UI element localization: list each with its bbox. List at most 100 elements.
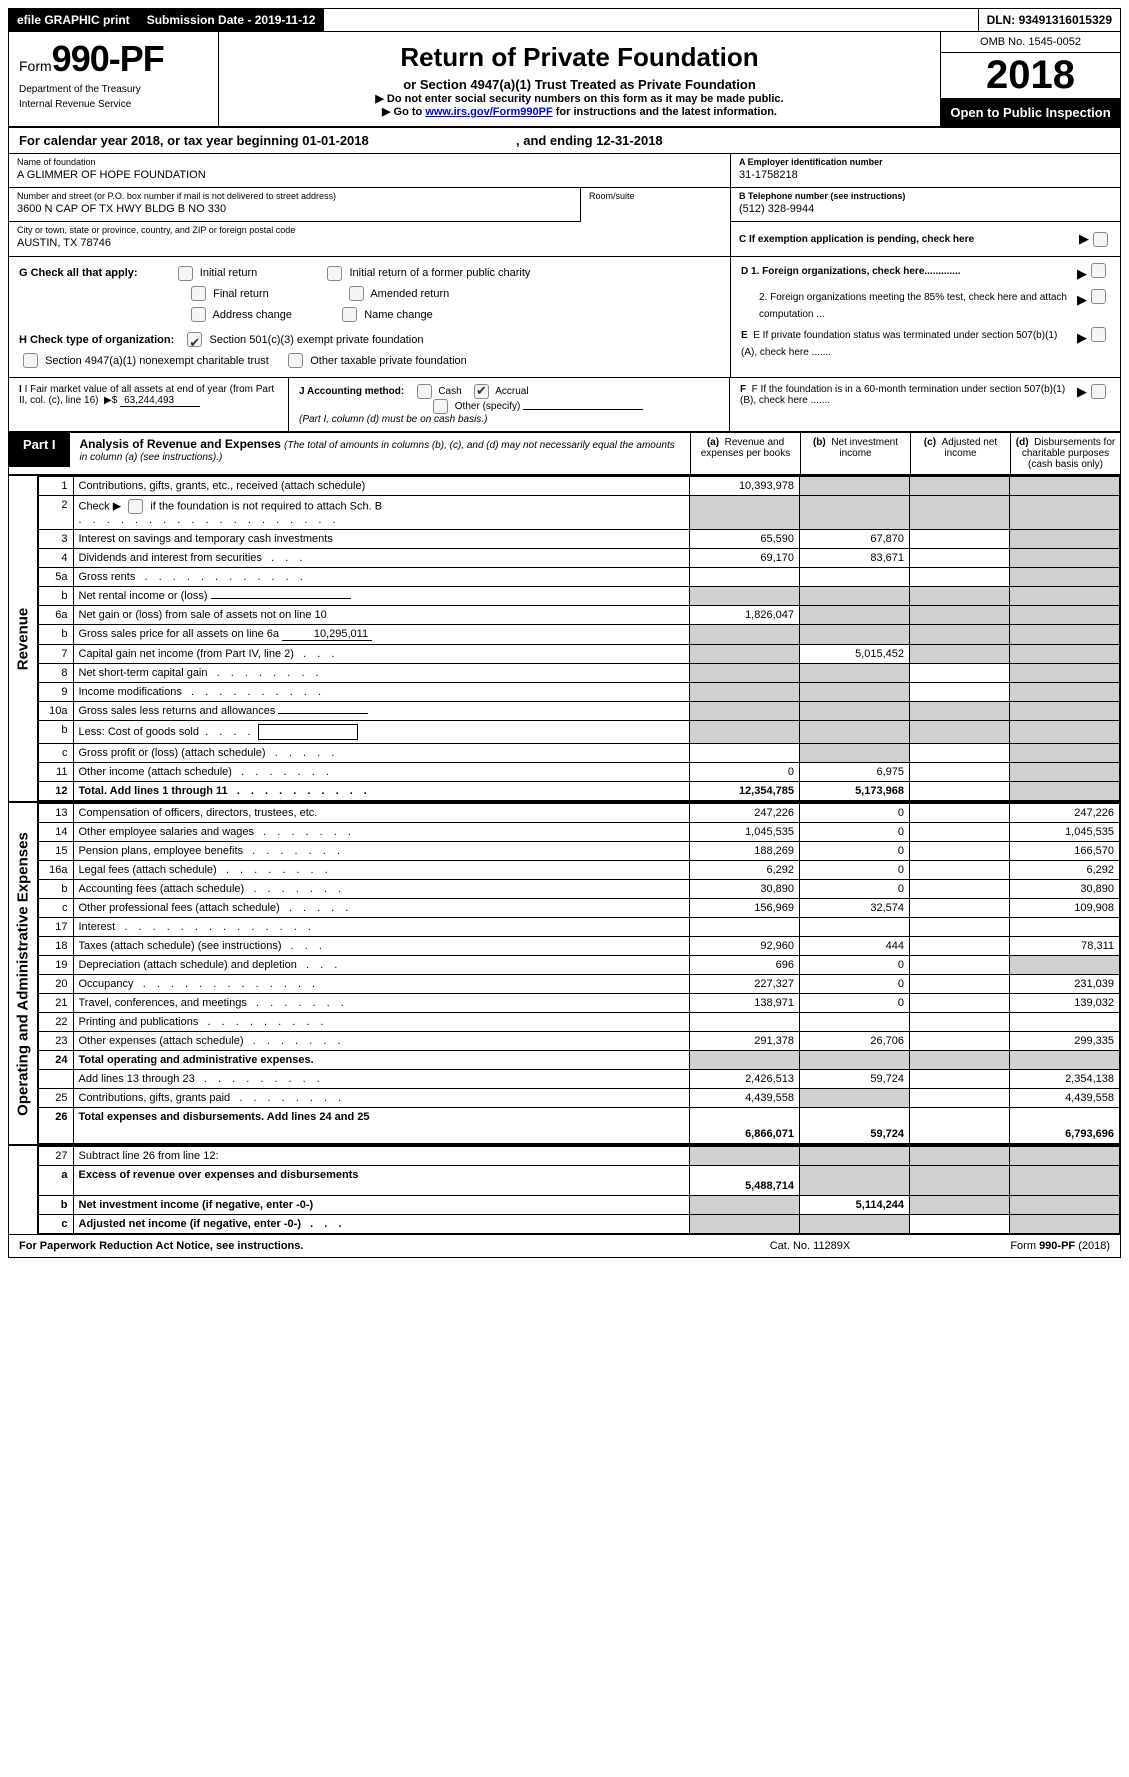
arrow-icon: ▶ [1077, 289, 1087, 311]
checkbox-sch-b[interactable] [128, 499, 143, 514]
irs-link[interactable]: www.irs.gov/Form990PF [425, 106, 552, 118]
checkbox-accrual[interactable] [474, 384, 489, 399]
table-row: 20Occupancy . . . . . . . . . . . . .227… [39, 975, 1120, 994]
submission-date: Submission Date - 2019-11-12 [139, 9, 325, 31]
top-bar: efile GRAPHIC print Submission Date - 20… [9, 9, 1120, 32]
col-c-head: Adjusted net income [942, 437, 998, 459]
phone: (512) 328-9944 [739, 203, 1112, 215]
table-row: 6aNet gain or (loss) from sale of assets… [39, 606, 1120, 625]
expenses-section: Operating and Administrative Expenses 13… [9, 801, 1120, 1144]
table-row: bAccounting fees (attach schedule) . . .… [39, 880, 1120, 899]
table-row: 3Interest on savings and temporary cash … [39, 530, 1120, 549]
info-right: A Employer identification number 31-1758… [730, 154, 1120, 256]
table-row: cAdjusted net income (if negative, enter… [39, 1215, 1120, 1234]
form-number: Form990-PF [19, 38, 208, 80]
arrow-icon: ▶ [1077, 263, 1087, 285]
section-f-cell: F F If the foundation is in a 60-month t… [730, 378, 1120, 431]
checkbox-d2[interactable] [1091, 289, 1106, 304]
tax-year: 2018 [941, 53, 1120, 99]
table-row: cGross profit or (loss) (attach schedule… [39, 744, 1120, 763]
table-row: Add lines 13 through 23 . . . . . . . . … [39, 1070, 1120, 1089]
part1-head: Part I Analysis of Revenue and Expenses … [9, 433, 690, 467]
table-row: 19Depreciation (attach schedule) and dep… [39, 956, 1120, 975]
checkbox-501c3[interactable] [187, 332, 202, 347]
table-row: bNet investment income (if negative, ent… [39, 1196, 1120, 1215]
table-row: bLess: Cost of goods sold . . . . [39, 721, 1120, 744]
subtract-table: 27Subtract line 26 from line 12: aExcess… [39, 1146, 1120, 1234]
table-row: 21Travel, conferences, and meetings . . … [39, 994, 1120, 1013]
table-row: 17Interest . . . . . . . . . . . . . . [39, 918, 1120, 937]
footer-catno: Cat. No. 11289X [710, 1240, 910, 1252]
g-line: G Check all that apply: Initial return I… [19, 263, 720, 326]
city-state-zip: AUSTIN, TX 78746 [17, 237, 722, 249]
arrow-icon: ▶ [1077, 384, 1087, 406]
footer-form: Form 990-PF (2018) [910, 1240, 1110, 1252]
table-row: 25Contributions, gifts, grants paid . . … [39, 1089, 1120, 1108]
table-row: 15Pension plans, employee benefits . . .… [39, 842, 1120, 861]
room-cell: Room/suite [580, 188, 730, 222]
address-cell: Number and street (or P.O. box number if… [9, 188, 580, 222]
table-row: 4Dividends and interest from securities … [39, 549, 1120, 568]
table-row: 12Total. Add lines 1 through 11 . . . . … [39, 782, 1120, 801]
checkbox-initial-former[interactable] [327, 266, 342, 281]
foundation-name-cell: Name of foundation A GLIMMER OF HOPE FOU… [9, 154, 730, 188]
table-row: 13Compensation of officers, directors, t… [39, 804, 1120, 823]
section-g-h: G Check all that apply: Initial return I… [9, 257, 1120, 378]
info-left: Name of foundation A GLIMMER OF HOPE FOU… [9, 154, 730, 256]
checkbox-name-change[interactable] [342, 307, 357, 322]
dln: DLN: 93491316015329 [979, 9, 1120, 31]
part1-tag: Part I [9, 433, 70, 467]
checkbox-d1[interactable] [1091, 263, 1106, 278]
expenses-side-label: Operating and Administrative Expenses [9, 803, 39, 1144]
ssn-warning: ▶ Do not enter social security numbers o… [375, 93, 783, 105]
table-row: 10aGross sales less returns and allowanc… [39, 702, 1120, 721]
checkbox-cash[interactable] [417, 384, 432, 399]
goto-line: ▶ Go to www.irs.gov/Form990PF for instru… [229, 105, 930, 118]
table-row: 27Subtract line 26 from line 12: [39, 1147, 1120, 1166]
foundation-name: A GLIMMER OF HOPE FOUNDATION [17, 169, 722, 181]
checkbox-address-change[interactable] [191, 307, 206, 322]
table-row: 24Total operating and administrative exp… [39, 1051, 1120, 1070]
checkbox-f[interactable] [1091, 384, 1106, 399]
arrow-icon: ▶ [1077, 327, 1087, 349]
checkbox-initial-return[interactable] [178, 266, 193, 281]
revenue-section: Revenue 1Contributions, gifts, grants, e… [9, 475, 1120, 801]
fair-market-cell: I I Fair market value of all assets at e… [9, 378, 289, 431]
dept-irs: Internal Revenue Service [19, 99, 208, 110]
h-line: H Check type of organization: Section 50… [19, 330, 720, 372]
fair-market-value: 63,244,493 [120, 395, 200, 407]
revenue-side-label: Revenue [9, 476, 39, 801]
checkbox-amended[interactable] [349, 286, 364, 301]
checkbox-c[interactable] [1093, 232, 1108, 247]
topbar-spacer [324, 9, 978, 31]
table-row: 2Check ▶ if the foundation is not requir… [39, 496, 1120, 530]
table-row: 22Printing and publications . . . . . . … [39, 1013, 1120, 1032]
checkbox-other[interactable] [433, 399, 448, 414]
form-subtitle: or Section 4947(a)(1) Trust Treated as P… [229, 77, 930, 92]
calendar-year-line: For calendar year 2018, or tax year begi… [9, 128, 1120, 154]
address: 3600 N CAP OF TX HWY BLDG B NO 330 [17, 203, 572, 215]
open-inspection: Open to Public Inspection [941, 99, 1120, 126]
section-i-j-f: I I Fair market value of all assets at e… [9, 378, 1120, 433]
ein-cell: A Employer identification number 31-1758… [731, 154, 1120, 188]
ein: 31-1758218 [739, 169, 1112, 181]
accounting-method-cell: J Accounting method: Cash Accrual Other … [289, 378, 730, 431]
checkbox-e[interactable] [1091, 327, 1106, 342]
footer-notice: For Paperwork Reduction Act Notice, see … [19, 1240, 710, 1252]
table-row: 7Capital gain net income (from Part IV, … [39, 645, 1120, 664]
dept-treasury: Department of the Treasury [19, 84, 208, 95]
checkbox-final-return[interactable] [191, 286, 206, 301]
table-row: 9Income modifications . . . . . . . . . … [39, 683, 1120, 702]
checkbox-4947[interactable] [23, 353, 38, 368]
table-row: 1Contributions, gifts, grants, etc., rec… [39, 477, 1120, 496]
section-d-e: D 1. Foreign organizations, check here..… [730, 257, 1120, 377]
table-row: aExcess of revenue over expenses and dis… [39, 1166, 1120, 1196]
table-row: 18Taxes (attach schedule) (see instructi… [39, 937, 1120, 956]
city-cell: City or town, state or province, country… [9, 222, 730, 256]
form-header: Form990-PF Department of the Treasury In… [9, 32, 1120, 128]
checkbox-other-taxable[interactable] [288, 353, 303, 368]
table-row: 5aGross rents . . . . . . . . . . . . [39, 568, 1120, 587]
header-right: OMB No. 1545-0052 2018 Open to Public In… [940, 32, 1120, 126]
form-title: Return of Private Foundation [229, 42, 930, 73]
efile-label: efile GRAPHIC print [9, 9, 139, 31]
